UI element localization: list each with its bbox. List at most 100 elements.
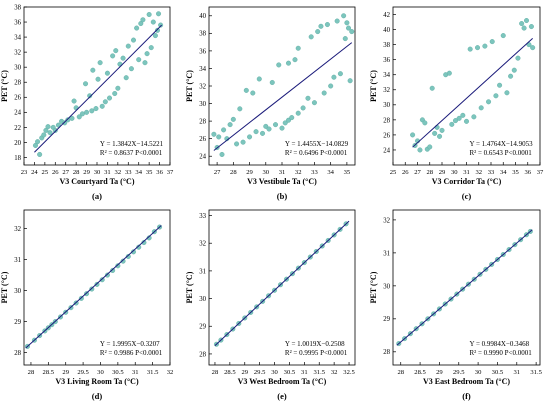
data-point — [471, 114, 477, 120]
data-point — [482, 43, 488, 49]
data-point — [300, 105, 306, 111]
data-point — [123, 75, 129, 81]
data-point — [154, 27, 160, 33]
data-point — [237, 106, 243, 112]
x-tick-label: 29 — [83, 169, 90, 176]
y-axis-label: PET (°C) — [185, 70, 194, 102]
y-tick-label: 20 — [14, 140, 21, 147]
x-tick-label: 31.5 — [147, 369, 159, 376]
data-point — [331, 74, 337, 80]
data-point — [227, 122, 233, 128]
y-tick-label: 26 — [383, 132, 390, 139]
data-point — [112, 91, 118, 97]
r-squared-label: R² = 0.6543 P<0.0001 — [469, 149, 532, 157]
data-point — [150, 19, 156, 25]
data-point — [521, 25, 527, 31]
x-tick-label: 28.5 — [43, 369, 55, 376]
y-axis-label: PET (°C) — [0, 70, 9, 102]
data-point — [219, 151, 225, 157]
data-point — [234, 141, 240, 147]
data-point — [41, 132, 47, 138]
y-tick-label: 33 — [199, 213, 206, 220]
data-point — [511, 67, 517, 73]
data-point — [216, 134, 222, 140]
y-tick-label: 34 — [383, 72, 390, 79]
x-tick-label: 29.5 — [77, 369, 89, 376]
y-tick-label: 32 — [14, 50, 21, 57]
x-tick-label: 31 — [104, 169, 111, 176]
panel-b: 27 28 29 30 31 32 33 34 35 24 26 28 30 32 34 36 38 40 Y = … — [185, 6, 356, 201]
data-point — [230, 116, 236, 122]
x-tick-label: 31.5 — [530, 369, 542, 376]
y-tick-label: 36 — [383, 57, 390, 64]
data-point — [128, 66, 134, 72]
x-tick-label: 28 — [28, 369, 35, 376]
data-point — [158, 22, 164, 28]
data-point — [321, 90, 327, 96]
data-point — [120, 258, 126, 264]
x-tick-label: 28 — [212, 369, 219, 376]
x-tick-label: 32 — [331, 369, 338, 376]
data-point — [130, 37, 136, 43]
x-tick-label: 31 — [132, 369, 139, 376]
data-point — [432, 130, 438, 136]
x-tick-label: 35 — [512, 169, 519, 176]
data-point — [285, 117, 291, 123]
regression-equation: Y = 1.3842X−14.5221 — [100, 140, 164, 148]
panel-label: (f) — [462, 391, 471, 401]
y-tick-label: 18 — [14, 155, 21, 162]
data-point — [289, 115, 295, 121]
x-tick-label: 29 — [439, 169, 446, 176]
y-tick-label: 28 — [383, 117, 390, 124]
data-point — [292, 57, 298, 63]
y-tick-label: 30 — [383, 102, 390, 109]
x-tick-label: 32 — [167, 369, 174, 376]
x-tick-label: 33 — [311, 169, 318, 176]
regression-line — [214, 220, 350, 346]
data-point — [504, 90, 510, 96]
data-point — [285, 60, 291, 66]
x-tick-label: 27 — [62, 169, 69, 176]
x-tick-label: 30.5 — [492, 369, 504, 376]
data-point — [464, 118, 470, 124]
data-point — [295, 45, 301, 51]
data-point — [211, 131, 217, 137]
x-tick-label: 28 — [426, 169, 433, 176]
data-point — [240, 139, 246, 145]
y-tick-label: 31 — [383, 250, 390, 257]
y-tick-label: 29 — [383, 316, 390, 323]
x-tick-label: 26 — [52, 169, 59, 176]
data-point — [79, 111, 85, 117]
data-point — [346, 25, 352, 31]
y-tick-label: 28 — [14, 80, 21, 87]
y-tick-label: 32 — [383, 217, 390, 224]
x-tick-label: 31 — [463, 169, 470, 176]
data-point — [467, 46, 473, 52]
data-point — [138, 21, 144, 27]
x-tick-label: 30.5 — [112, 369, 124, 376]
data-point — [260, 130, 266, 136]
x-tick-label: 34 — [500, 169, 507, 176]
data-point — [422, 120, 428, 126]
panel-label: (c) — [462, 191, 472, 201]
x-tick-label: 28 — [73, 169, 80, 176]
y-tick-label: 30 — [383, 283, 390, 290]
data-point — [102, 99, 108, 105]
r-squared-label: R² = 0.9990 P<0.0001 — [469, 349, 532, 357]
data-point — [156, 11, 162, 17]
y-tick-label: 24 — [383, 147, 390, 154]
data-point — [347, 78, 353, 84]
y-tick-label: 38 — [14, 4, 21, 11]
x-tick-label: 33 — [488, 169, 495, 176]
x-tick-label: 30 — [94, 169, 101, 176]
data-point — [120, 55, 126, 61]
data-point — [489, 39, 495, 45]
x-tick-label: 28.5 — [224, 369, 236, 376]
data-point — [417, 147, 423, 153]
data-point — [250, 90, 256, 96]
data-point — [247, 134, 253, 140]
y-tick-label: 28 — [383, 349, 390, 356]
data-point — [140, 17, 146, 23]
data-point — [515, 55, 521, 61]
